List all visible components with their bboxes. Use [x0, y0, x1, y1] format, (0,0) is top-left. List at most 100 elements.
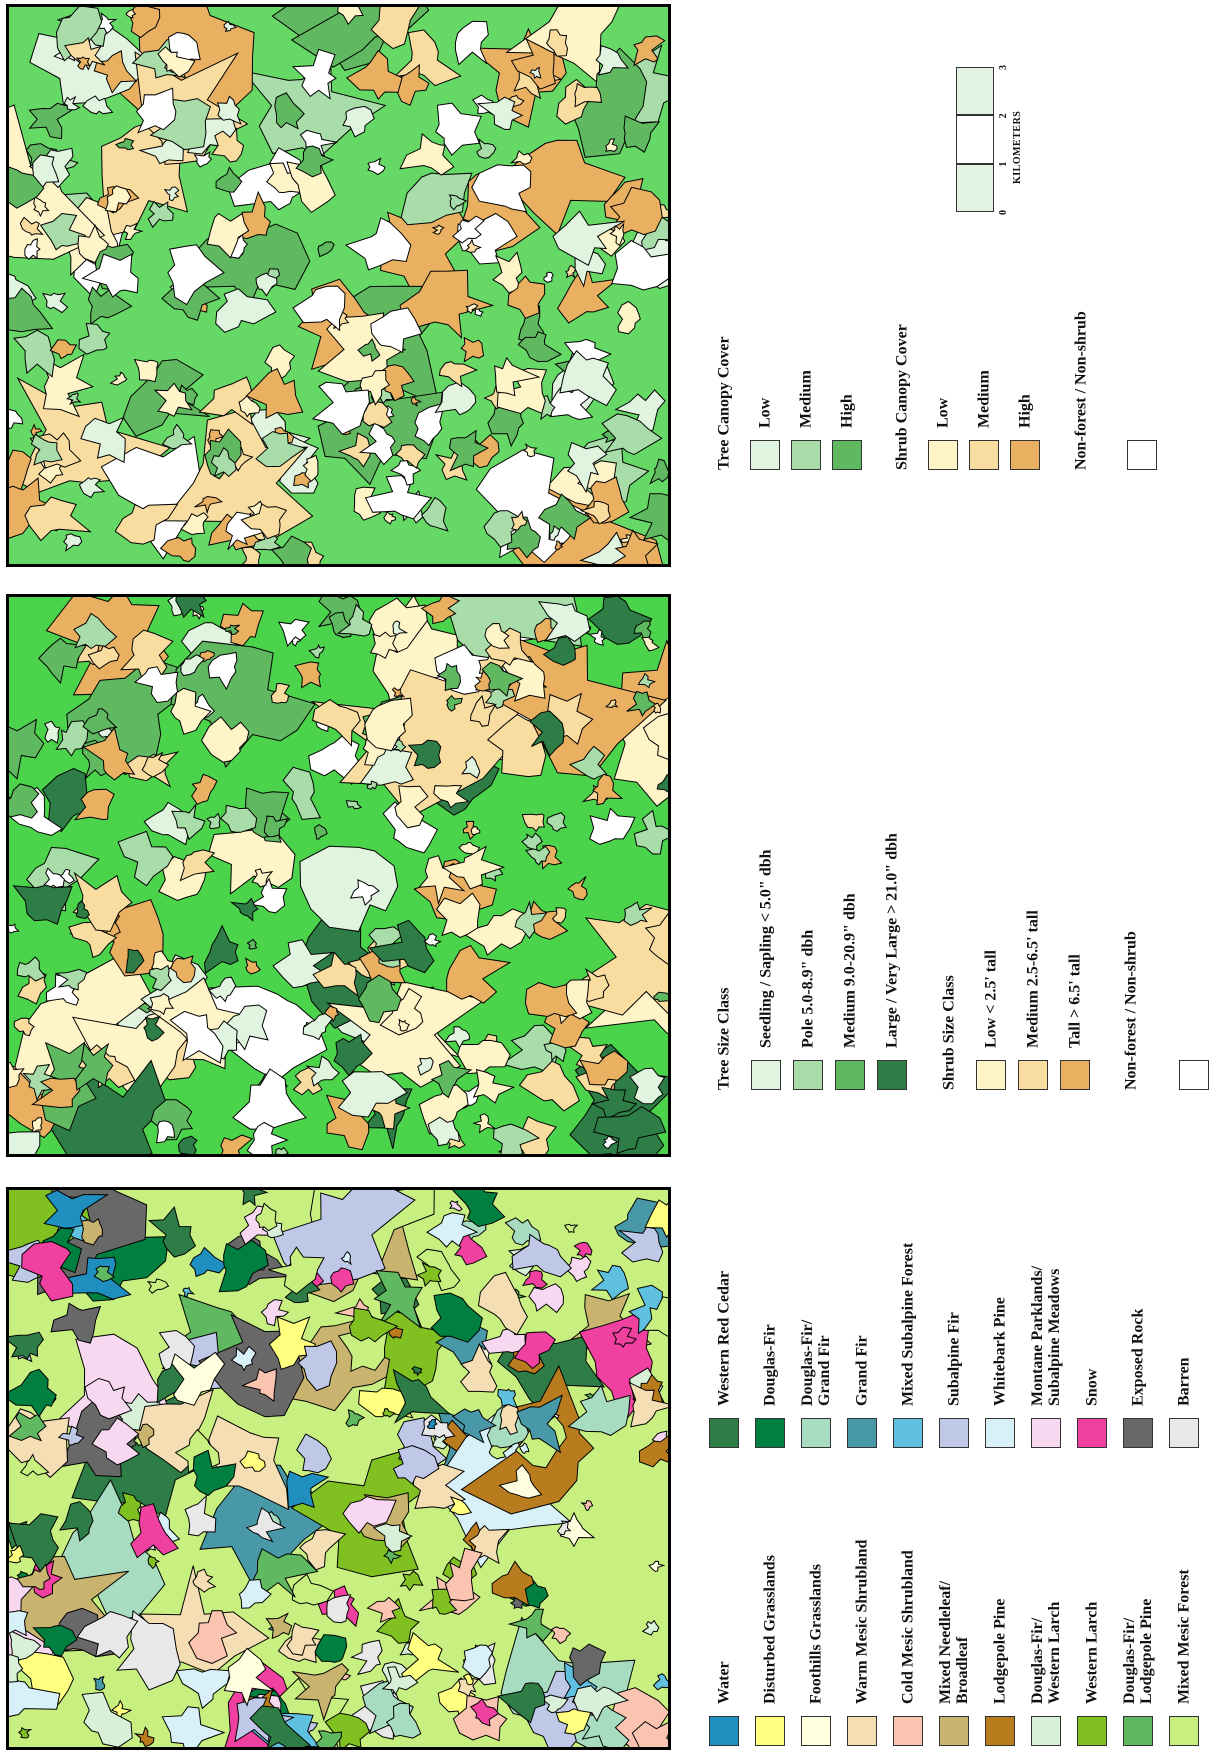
map-patch	[202, 717, 249, 762]
map-patch	[654, 1674, 669, 1690]
legend-label: Medium	[976, 370, 993, 428]
legend-swatch	[1077, 1716, 1107, 1746]
legend-swatch	[801, 1716, 831, 1746]
legend-swatch	[709, 1716, 739, 1746]
map-patch	[327, 1595, 351, 1623]
legend-swatch	[1179, 1060, 1209, 1090]
scale-tick-label: 1	[998, 162, 1009, 167]
map-patch	[207, 813, 220, 828]
map-patch	[79, 324, 110, 355]
map-patch	[275, 1148, 288, 1154]
map-patch	[431, 1293, 482, 1342]
legend-label: Western Larch	[1084, 1602, 1101, 1704]
map-patch	[479, 1272, 528, 1334]
map-patch	[529, 1284, 564, 1313]
legend-swatch	[1169, 1716, 1199, 1746]
map-patch	[240, 1190, 267, 1205]
legend-label: Mixed Subalpine Forest	[900, 1243, 917, 1406]
map-patch	[471, 827, 480, 835]
legend-heading: Tree Size Class	[716, 988, 733, 1091]
legend-label: Warm Mesic Shrubland	[854, 1540, 871, 1704]
map-patch	[315, 825, 328, 840]
legend-label: Medium 2.5-6.5' tall	[1024, 910, 1041, 1048]
map-patch	[424, 934, 440, 947]
legend-label: Douglas-Fir	[762, 1324, 779, 1406]
legend-swatch	[847, 1716, 877, 1746]
map-patch	[522, 833, 542, 850]
legend-label: Montane Parklands/ Subalpine Meadows	[1029, 1266, 1063, 1406]
legend-swatch	[976, 1060, 1006, 1090]
legend-heading: Shrub Canopy Cover	[894, 324, 911, 470]
map-patch	[475, 309, 483, 316]
legend-label: Disturbed Grasslands	[762, 1555, 779, 1704]
legend-swatch	[1123, 1418, 1153, 1448]
scale-segment	[956, 164, 994, 212]
legend-label: Pole 5.0-8.9" dbh	[800, 930, 817, 1048]
map-patch	[292, 1574, 333, 1605]
map-patch	[82, 1692, 132, 1747]
map-patch	[643, 1621, 659, 1635]
map	[6, 1187, 671, 1750]
legend-swatch	[1127, 440, 1157, 470]
legend-label: Mixed Mesic Forest	[1176, 1569, 1193, 1704]
legend-label: Whitebark Pine	[992, 1297, 1009, 1406]
legend-swatch	[1031, 1418, 1061, 1448]
map-patch	[232, 899, 258, 921]
map-patch	[43, 293, 68, 312]
legend-swatch	[801, 1418, 831, 1448]
legend-label: High	[839, 394, 856, 428]
map-patch	[247, 939, 256, 949]
legend-swatch	[877, 1060, 907, 1090]
map-patch	[162, 1707, 224, 1747]
map-patch	[14, 885, 72, 924]
legend-swatch	[893, 1716, 923, 1746]
scale-segment	[956, 115, 994, 163]
map-patch	[568, 877, 587, 901]
legend-swatch	[755, 1716, 785, 1746]
legend-label: Subalpine Fir	[946, 1312, 963, 1406]
map-patch	[208, 822, 295, 894]
legend-swatch	[847, 1418, 877, 1448]
legend-swatch	[835, 1060, 865, 1090]
legend-label: Foothills Grasslands	[808, 1564, 825, 1704]
map-patch	[401, 1571, 423, 1590]
legend-label: Douglas-Fir/ Western Larch	[1029, 1602, 1063, 1704]
map-patch	[474, 1070, 514, 1103]
map-patch	[552, 1627, 571, 1644]
map-patch	[346, 801, 361, 809]
legend-label: Low < 2.5' tall	[982, 950, 999, 1048]
legend-swatch	[751, 1060, 781, 1090]
scale-unit: KILOMETERS	[1012, 111, 1023, 184]
map-canvas	[9, 597, 668, 1154]
map-patch	[352, 1640, 383, 1674]
map-patch	[309, 645, 324, 658]
map-patch	[522, 814, 544, 831]
legend-swatch	[1018, 1060, 1048, 1090]
map-patch	[9, 924, 19, 933]
legend-label: Water	[716, 1661, 733, 1704]
legend-swatch	[1077, 1418, 1107, 1448]
map-patch	[511, 151, 532, 164]
legend-label: Low	[935, 398, 952, 428]
legend-heading: Non-forest / Non-shrub	[1123, 931, 1140, 1090]
map-patch	[547, 813, 566, 832]
legend-heading: Non-forest / Non-shrub	[1072, 311, 1089, 470]
legend-label: Lodgepole Pine	[992, 1599, 1009, 1704]
map-patch	[266, 1614, 291, 1639]
map-patch	[271, 684, 289, 704]
map-patch	[9, 1332, 43, 1359]
map-patch	[219, 1240, 268, 1292]
map-patch	[447, 946, 510, 1004]
legend-swatch	[939, 1716, 969, 1746]
scale-tick-label: 2	[998, 113, 1009, 118]
legend-swatch	[1060, 1060, 1090, 1090]
figure: Water Disturbed Grasslands Foothills Grass…	[0, 0, 1221, 1754]
map-patch	[192, 774, 217, 804]
legend-swatch	[1123, 1716, 1153, 1746]
map-patch	[498, 1389, 517, 1408]
legend-label: Low	[757, 398, 774, 428]
legend-label: Cold Mesic Shrubland	[900, 1550, 917, 1704]
map-patch	[455, 21, 488, 64]
legend-label: High	[1017, 394, 1034, 428]
map-patch	[94, 1677, 105, 1691]
